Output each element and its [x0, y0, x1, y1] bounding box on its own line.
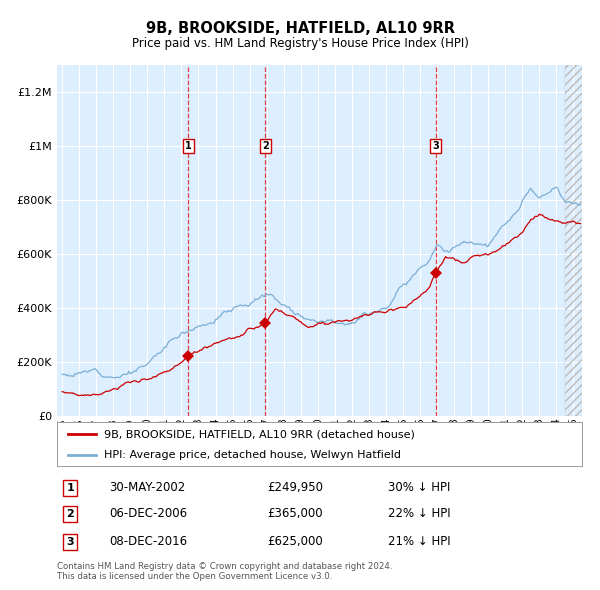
Text: 06-DEC-2006: 06-DEC-2006 — [110, 507, 188, 520]
Text: £625,000: £625,000 — [267, 535, 323, 548]
Bar — [565, 65, 590, 416]
Text: This data is licensed under the Open Government Licence v3.0.: This data is licensed under the Open Gov… — [57, 572, 332, 581]
Text: Contains HM Land Registry data © Crown copyright and database right 2024.: Contains HM Land Registry data © Crown c… — [57, 562, 392, 571]
Text: Price paid vs. HM Land Registry's House Price Index (HPI): Price paid vs. HM Land Registry's House … — [131, 37, 469, 50]
Text: 1: 1 — [185, 141, 192, 151]
Text: 9B, BROOKSIDE, HATFIELD, AL10 9RR (detached house): 9B, BROOKSIDE, HATFIELD, AL10 9RR (detac… — [104, 430, 415, 439]
Text: 1: 1 — [66, 483, 74, 493]
Text: £249,950: £249,950 — [267, 481, 323, 494]
Text: 3: 3 — [433, 141, 439, 151]
Text: 21% ↓ HPI: 21% ↓ HPI — [388, 535, 451, 548]
Text: £365,000: £365,000 — [267, 507, 323, 520]
Text: 08-DEC-2016: 08-DEC-2016 — [110, 535, 188, 548]
Text: HPI: Average price, detached house, Welwyn Hatfield: HPI: Average price, detached house, Welw… — [104, 450, 401, 460]
Text: 3: 3 — [67, 537, 74, 547]
Text: 9B, BROOKSIDE, HATFIELD, AL10 9RR: 9B, BROOKSIDE, HATFIELD, AL10 9RR — [146, 21, 455, 35]
Text: 30-MAY-2002: 30-MAY-2002 — [110, 481, 186, 494]
Text: 30% ↓ HPI: 30% ↓ HPI — [388, 481, 450, 494]
Text: 2: 2 — [262, 141, 269, 151]
Text: 22% ↓ HPI: 22% ↓ HPI — [388, 507, 451, 520]
Text: 2: 2 — [66, 509, 74, 519]
